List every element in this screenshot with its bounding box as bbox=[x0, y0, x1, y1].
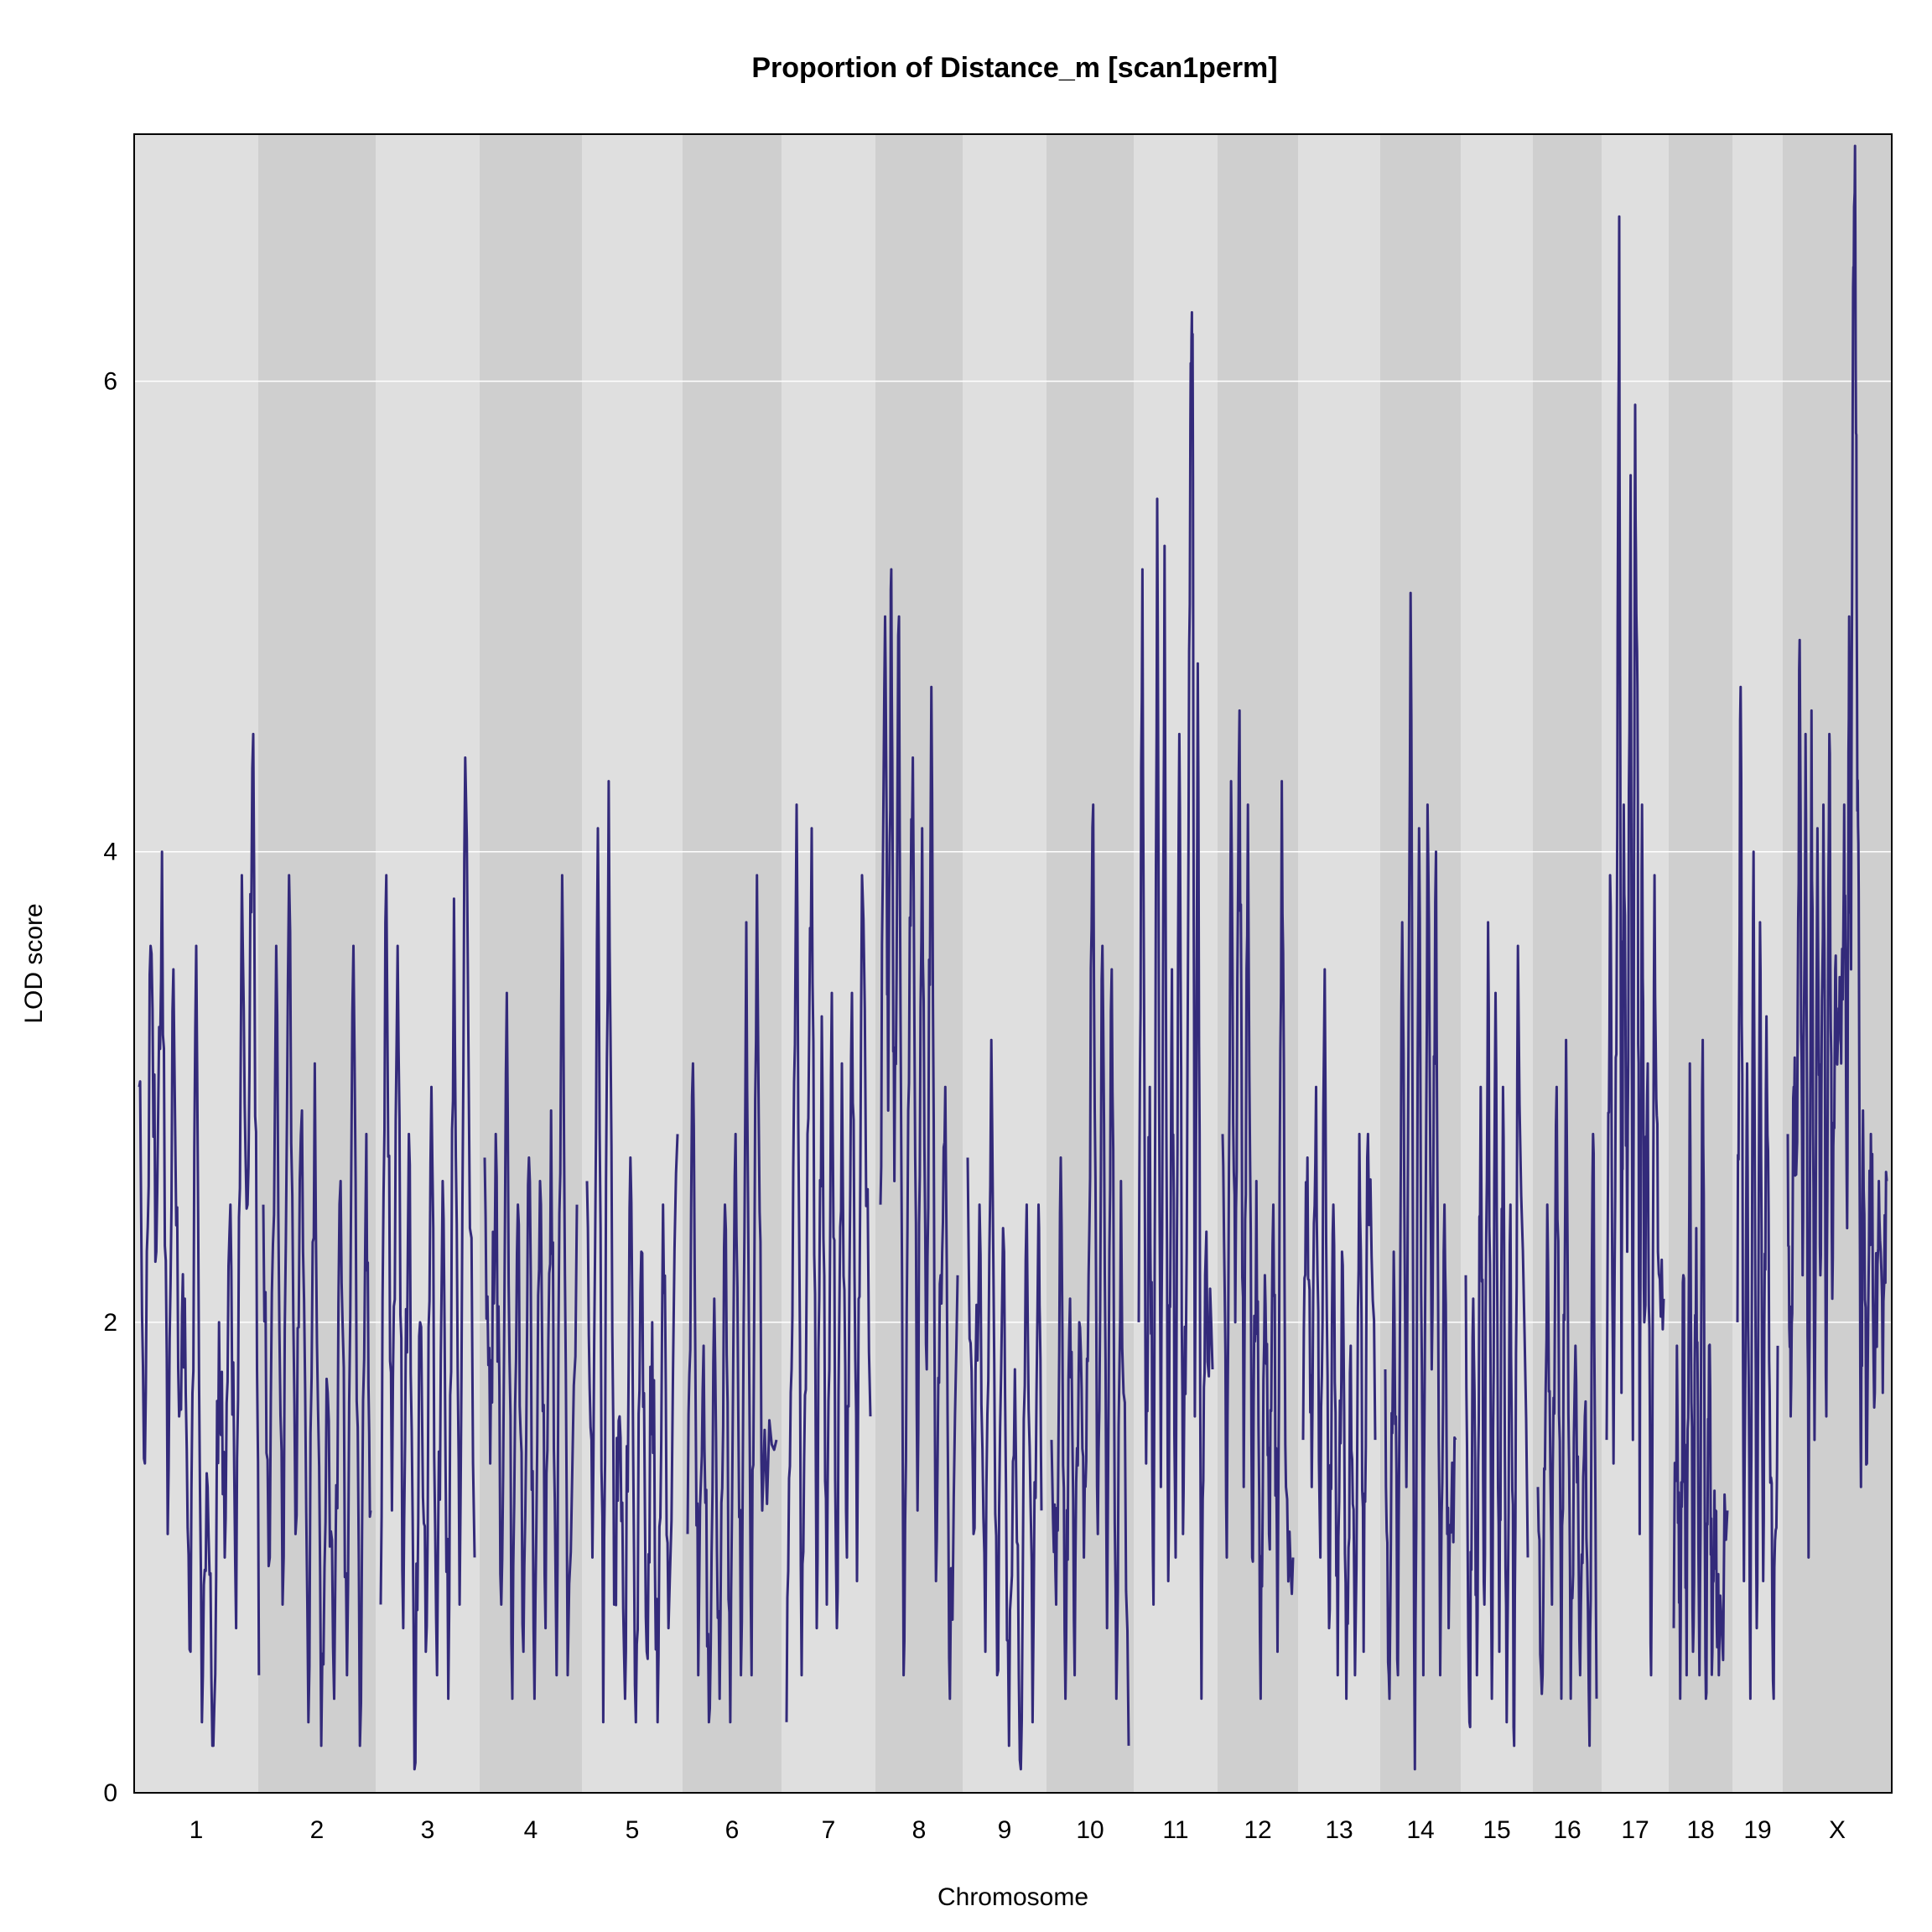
x-tick-label-15: 15 bbox=[1483, 1816, 1510, 1844]
lod-line-chr-3 bbox=[379, 756, 476, 1771]
x-tick-label-7: 7 bbox=[822, 1816, 836, 1844]
x-tick-label-6: 6 bbox=[725, 1816, 740, 1844]
y-tick-label-6: 6 bbox=[103, 368, 117, 396]
x-tick-label-10: 10 bbox=[1076, 1816, 1104, 1844]
lod-line-chr-8 bbox=[879, 568, 959, 1701]
lod-line-chr-18 bbox=[1672, 1038, 1729, 1701]
lod-line-chr-13 bbox=[1301, 968, 1377, 1701]
lod-line-chr-10 bbox=[1050, 803, 1130, 1746]
lod-line-chr-5 bbox=[585, 780, 679, 1724]
x-tick-label-4: 4 bbox=[524, 1816, 538, 1844]
lod-line-chr-9 bbox=[966, 1038, 1043, 1771]
x-tick-label-1: 1 bbox=[190, 1816, 204, 1844]
lod-line-chr-17 bbox=[1605, 215, 1665, 1677]
lod-line-chr-6 bbox=[686, 874, 778, 1724]
band-chr-2 bbox=[258, 134, 376, 1793]
x-tick-label-8: 8 bbox=[912, 1816, 927, 1844]
lod-line-chr-4 bbox=[483, 874, 579, 1701]
x-tick-label-16: 16 bbox=[1553, 1816, 1581, 1844]
x-tick-label-12: 12 bbox=[1244, 1816, 1271, 1844]
x-tick-label-3: 3 bbox=[421, 1816, 435, 1844]
lod-line-chr-X bbox=[1786, 144, 1888, 1559]
x-tick-label-14: 14 bbox=[1406, 1816, 1434, 1844]
y-axis-ticks: 0 2 4 6 bbox=[103, 368, 117, 1807]
lod-line-chr-1 bbox=[138, 732, 261, 1748]
y-axis-label: LOD score bbox=[20, 903, 48, 1023]
lod-line-chr-7 bbox=[785, 803, 872, 1722]
lod-line-chr-2 bbox=[262, 874, 372, 1748]
lod-line-chr-16 bbox=[1536, 1038, 1598, 1748]
x-tick-label-11: 11 bbox=[1162, 1816, 1188, 1844]
lod-series-lines bbox=[138, 144, 1888, 1771]
gridlines bbox=[134, 380, 1892, 1323]
x-axis-ticks: 1 2 3 4 5 6 7 8 9 10 11 12 13 14 15 16 17 18 19 X bbox=[190, 1816, 1846, 1844]
lod-line-chr-12 bbox=[1221, 709, 1295, 1701]
y-tick-label-4: 4 bbox=[103, 839, 117, 866]
x-tick-label-5: 5 bbox=[626, 1816, 640, 1844]
plot-frame bbox=[133, 133, 1893, 1794]
x-tick-label-13: 13 bbox=[1325, 1816, 1353, 1844]
x-axis-label: Chromosome bbox=[937, 1883, 1088, 1911]
lod-line-chr-15 bbox=[1464, 921, 1530, 1748]
band-chr-9 bbox=[963, 134, 1046, 1793]
y-tick-label-0: 0 bbox=[103, 1779, 117, 1807]
lod-line-chr-11 bbox=[1137, 311, 1214, 1701]
x-tick-label-2: 2 bbox=[310, 1816, 325, 1844]
x-tick-label-18: 18 bbox=[1686, 1816, 1714, 1844]
y-tick-label-2: 2 bbox=[103, 1309, 117, 1337]
x-tick-label-19: 19 bbox=[1743, 1816, 1771, 1844]
x-tick-label-9: 9 bbox=[998, 1816, 1012, 1844]
lod-line-chr-14 bbox=[1384, 591, 1457, 1771]
x-tick-label-17: 17 bbox=[1621, 1816, 1649, 1844]
lod-line-chr-19 bbox=[1736, 685, 1779, 1701]
band-chr-4 bbox=[480, 134, 582, 1793]
x-tick-label-X: X bbox=[1829, 1816, 1846, 1844]
chart-title: Proportion of Distance_m [scan1perm] bbox=[751, 52, 1277, 84]
